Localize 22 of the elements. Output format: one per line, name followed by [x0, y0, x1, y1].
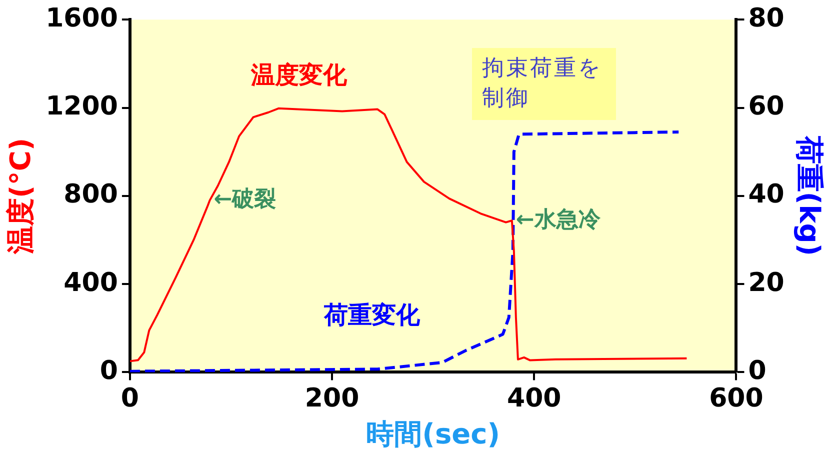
- x-tick-label: 200: [304, 384, 360, 414]
- annotation: 拘束荷重を制御: [472, 48, 616, 120]
- y2-tick-label: 60: [748, 92, 784, 122]
- y2-axis-title: 荷重(kg): [792, 134, 826, 256]
- y2-tick-label: 40: [748, 180, 784, 210]
- series-label: 荷重変化: [322, 300, 421, 329]
- x-tick-label: 0: [120, 384, 140, 414]
- y-tick-label: 1200: [46, 92, 118, 122]
- annotation: ←水急冷: [516, 207, 602, 232]
- y2-tick-label: 0: [748, 356, 766, 386]
- y-tick-label: 400: [64, 268, 118, 298]
- series-label: 温度変化: [250, 61, 348, 90]
- y-tick-label: 1600: [46, 3, 118, 34]
- y-tick-label: 800: [64, 180, 118, 210]
- y2-tick-label: 80: [748, 3, 784, 34]
- y2-tick-label: 20: [748, 268, 784, 298]
- annotation: ←破裂: [214, 187, 276, 212]
- x-tick-label: 600: [709, 384, 764, 414]
- x-axis-title: 時間(sec): [366, 417, 500, 450]
- y-axis-title: 温度(°C): [4, 138, 38, 255]
- x-tick-label: 400: [506, 384, 562, 414]
- y-tick-label: 0: [100, 356, 118, 386]
